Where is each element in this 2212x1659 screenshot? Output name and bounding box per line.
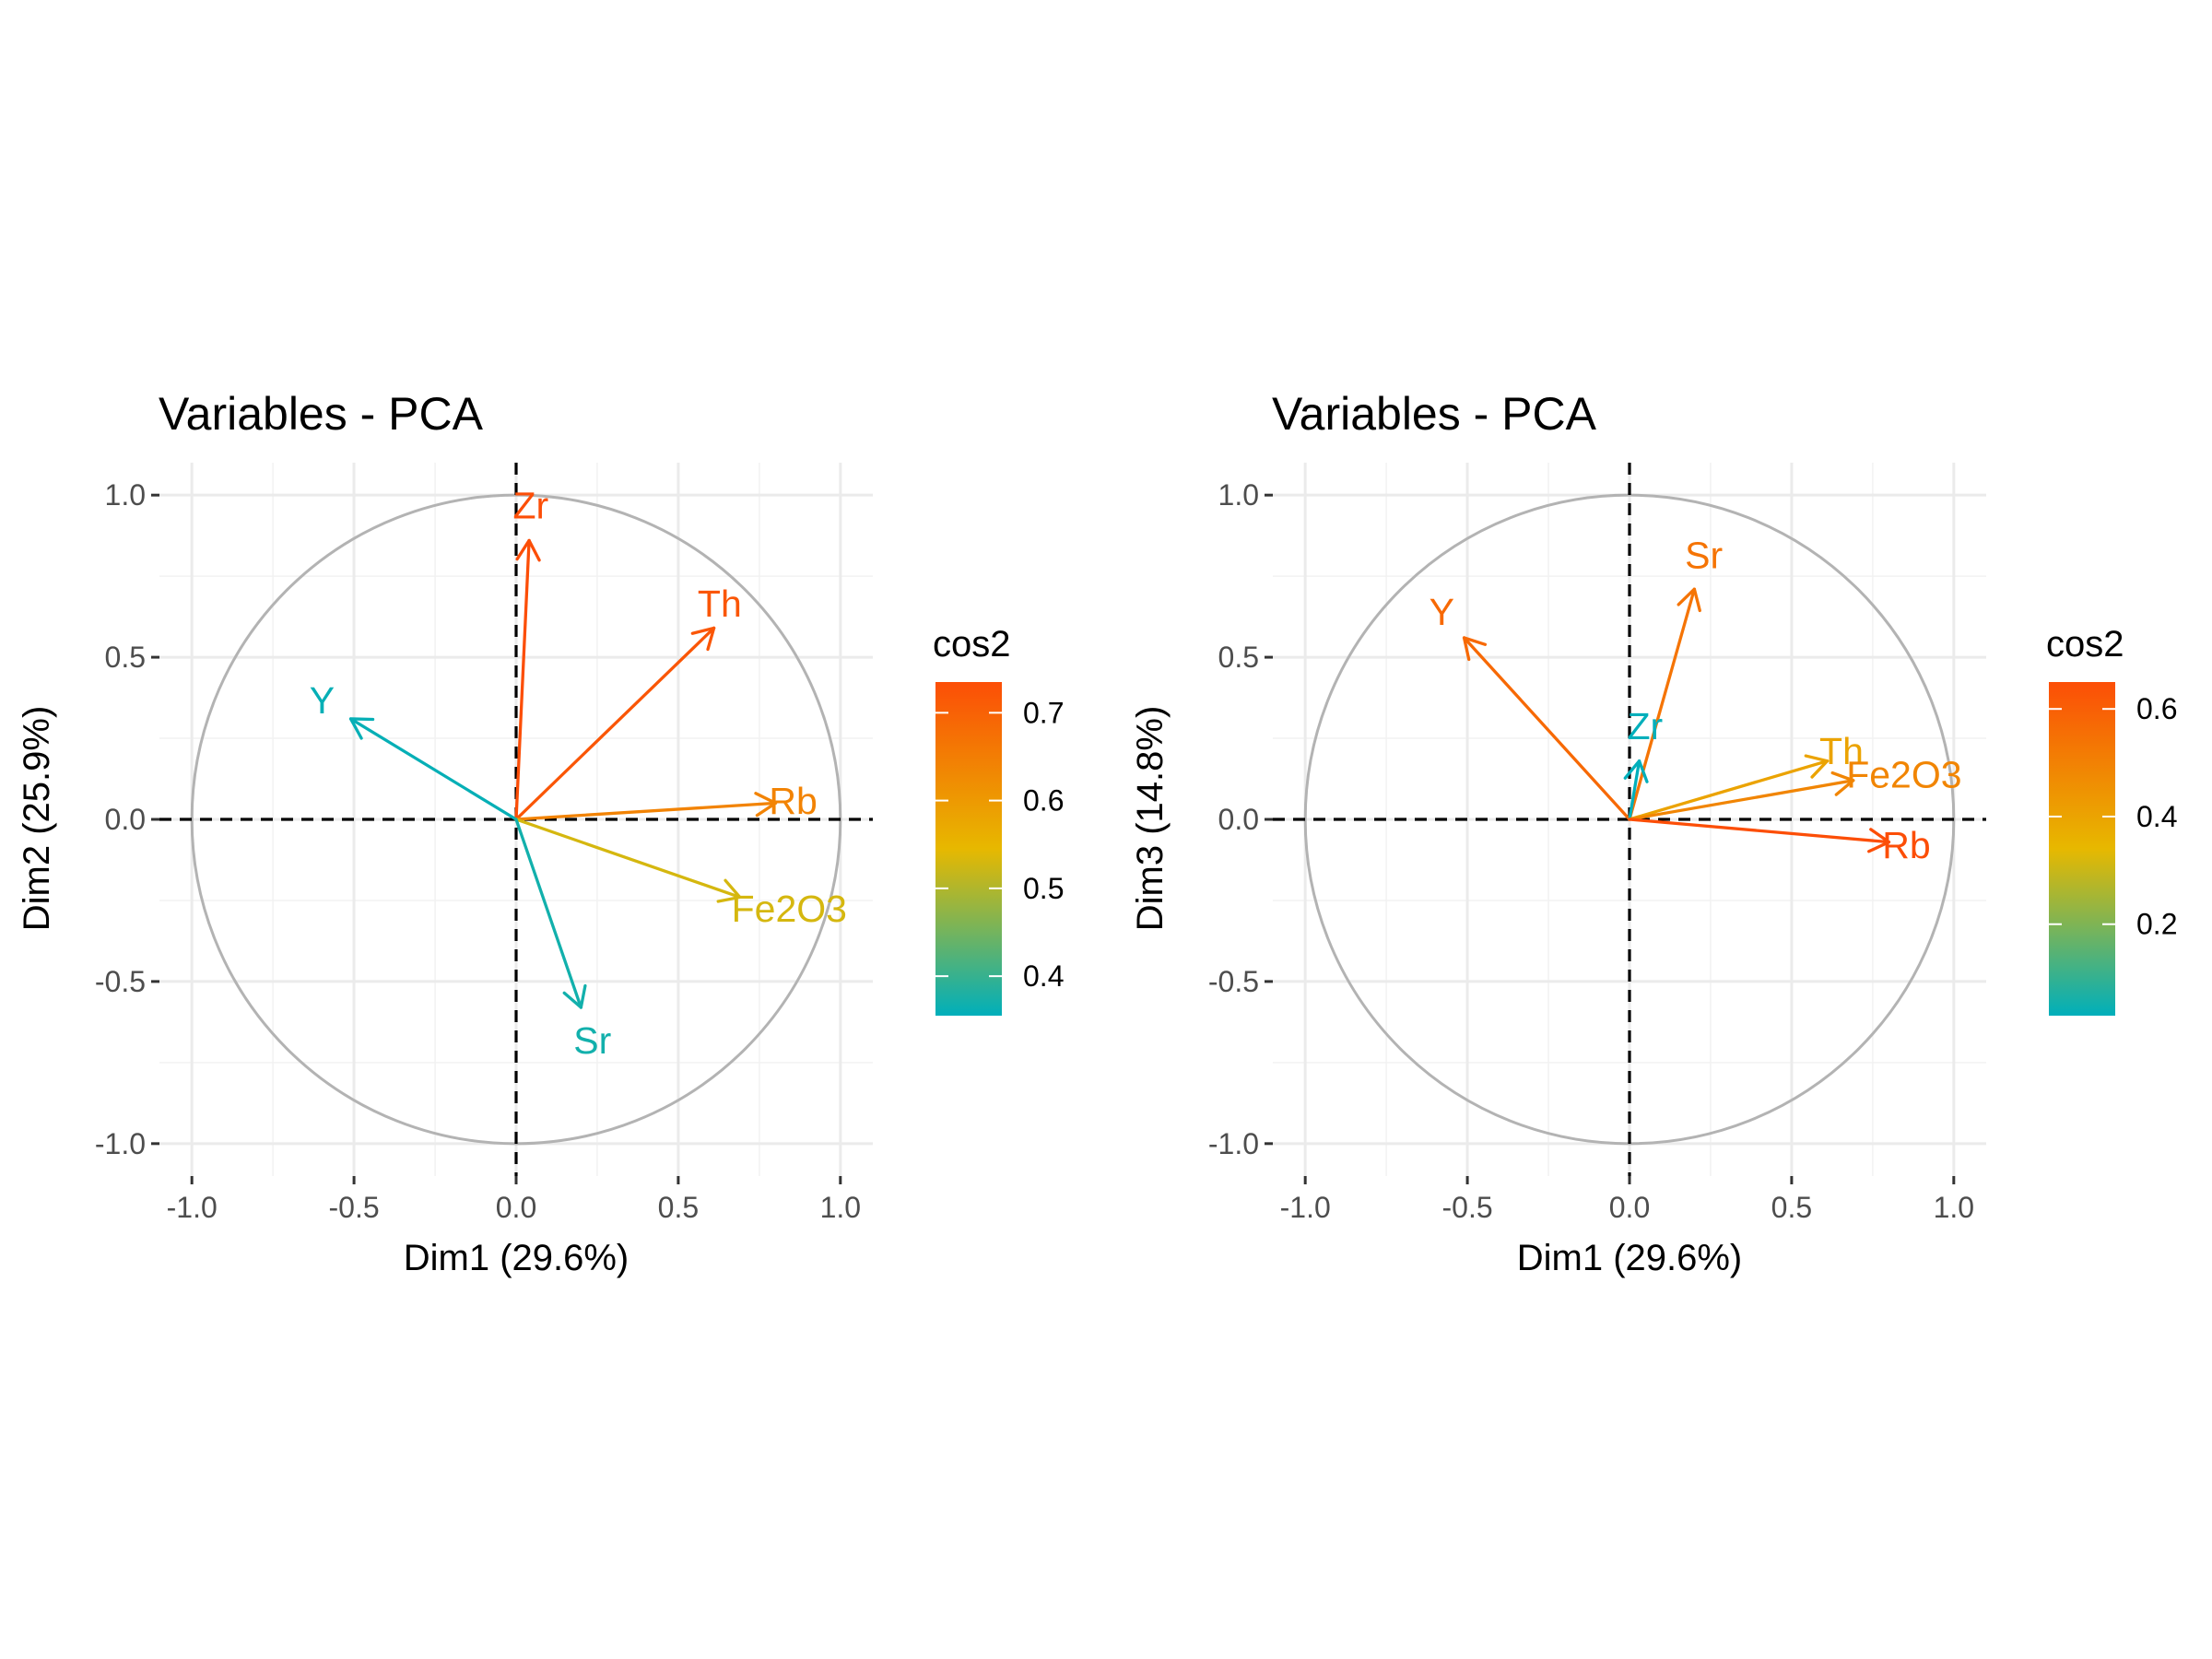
arrow-head: [562, 983, 587, 1009]
arrow-shaft: [1628, 759, 1641, 821]
y-tick-label: 1.0: [105, 478, 146, 512]
variable-label: Y: [310, 679, 335, 722]
y-tick-label: 0.0: [105, 803, 146, 836]
pca-panel-dim1-dim2: Variables - PCA Dim1 (29.6%) Dim2 (25.9%…: [17, 388, 1064, 1278]
variable-label: Zr: [1627, 705, 1663, 747]
chart-title: Variables - PCA: [1272, 388, 1597, 440]
arrow-shaft: [514, 626, 716, 821]
variable-arrow-y: Y: [1430, 591, 1631, 821]
cos2-legend: 0.4 0.5 0.6 0.7: [935, 682, 1064, 1016]
variable-arrow-fe2o3: Fe2O3: [514, 818, 847, 930]
y-axis-title: Dim3 (14.8%): [1130, 706, 1171, 932]
x-tick-label: -0.5: [329, 1191, 380, 1224]
colorbar-tick-label: 0.5: [1023, 872, 1064, 905]
arrow-shaft: [1628, 759, 1830, 821]
x-tick-label: 0.5: [1771, 1191, 1812, 1224]
arrow-shaft: [348, 717, 518, 821]
arrow-head: [716, 878, 742, 903]
arrow-head: [1830, 771, 1855, 796]
colorbar-tick-label: 0.6: [2136, 692, 2177, 725]
x-axis-title: Dim1 (29.6%): [1517, 1238, 1743, 1278]
variable-label: Sr: [1685, 535, 1723, 577]
variable-label: Sr: [573, 1019, 611, 1062]
x-tick-label: -0.5: [1442, 1191, 1493, 1224]
variable-arrow-th: Th: [1628, 730, 1864, 821]
variable-arrow-rb: Rb: [1628, 818, 1931, 866]
cos2-legend: 0.2 0.4 0.6: [2049, 682, 2177, 1016]
variable-arrow-y: Y: [310, 679, 518, 821]
x-tick-label: 0.5: [658, 1191, 699, 1224]
x-axis-title: Dim1 (29.6%): [404, 1238, 629, 1278]
arrow-head: [348, 717, 375, 740]
x-tick-label: 1.0: [820, 1191, 861, 1224]
colorbar-tick-label: 0.7: [1023, 696, 1064, 729]
y-tick-label: -0.5: [1208, 965, 1259, 998]
variable-arrow-th: Th: [514, 582, 742, 821]
axes: -1.0 -0.5 0.0 0.5 1.0 -1.0 -0.5 0.0 0.5 1.0: [95, 478, 861, 1224]
y-tick-label: 0.0: [1218, 803, 1259, 836]
variable-label: Rb: [1882, 824, 1930, 866]
arrow-shaft: [514, 801, 778, 821]
y-axis-title: Dim2 (25.9%): [17, 706, 57, 932]
cos2-colorbar: [2049, 682, 2115, 1016]
variable-arrow-zr: Zr: [1623, 705, 1663, 821]
variable-label: Th: [1819, 730, 1864, 772]
arrow-shaft: [514, 818, 742, 900]
y-tick-label: 0.5: [1218, 641, 1259, 674]
arrow-head: [1623, 759, 1649, 783]
axes: -1.0 -0.5 0.0 0.5 1.0 -1.0 -0.5 0.0 0.5 1.0: [1208, 478, 1974, 1224]
arrow-head: [754, 792, 778, 818]
arrow-shaft: [514, 538, 531, 821]
chart-title: Variables - PCA: [159, 388, 484, 440]
y-tick-label: -1.0: [1208, 1127, 1259, 1160]
arrow-head: [1867, 828, 1891, 853]
variable-arrow-fe2o3: Fe2O3: [1628, 753, 1962, 821]
x-tick-label: -1.0: [1280, 1191, 1331, 1224]
arrow-head: [690, 626, 716, 652]
arrow-head: [1804, 754, 1830, 779]
colorbar-tick-label: 0.6: [1023, 784, 1064, 818]
variable-label: Fe2O3: [1846, 753, 1961, 795]
arrow-head: [1462, 636, 1488, 662]
x-tick-label: -1.0: [167, 1191, 218, 1224]
x-tick-label: 1.0: [1934, 1191, 1974, 1224]
variable-arrow-sr: Sr: [514, 818, 611, 1062]
legend-title: cos2: [933, 624, 1011, 665]
y-tick-label: 0.5: [105, 641, 146, 674]
arrow-head: [1677, 587, 1701, 613]
y-tick-label: -0.5: [95, 965, 146, 998]
arrow-shaft: [1462, 636, 1631, 821]
variable-label: Fe2O3: [732, 888, 847, 930]
variable-label: Rb: [769, 780, 817, 822]
arrow-shaft: [1628, 779, 1855, 821]
arrow-head: [515, 538, 541, 562]
x-tick-label: 0.0: [496, 1191, 536, 1224]
colorbar-tick-label: 0.4: [2136, 800, 2177, 833]
colorbar-tick-label: 0.2: [2136, 908, 2177, 941]
y-tick-label: -1.0: [95, 1127, 146, 1160]
cos2-colorbar: [935, 682, 1002, 1016]
variable-arrow-rb: Rb: [514, 780, 818, 822]
variable-arrow-sr: Sr: [1628, 535, 1723, 821]
variable-arrow-zr: Zr: [512, 484, 548, 821]
colorbar-tick-label: 0.4: [1023, 959, 1064, 993]
legend-title: cos2: [2046, 624, 2124, 665]
pca-panel-dim1-dim3: Variables - PCA Dim1 (29.6%) Dim3 (14.8%…: [1130, 388, 2177, 1278]
x-tick-label: 0.0: [1609, 1191, 1650, 1224]
variable-label: Zr: [512, 484, 548, 526]
arrow-shaft: [1628, 587, 1697, 821]
variable-label: Y: [1430, 591, 1454, 633]
variable-label: Th: [698, 582, 742, 625]
y-tick-label: 1.0: [1218, 478, 1259, 512]
arrow-shaft: [1628, 818, 1891, 844]
arrow-shaft: [514, 818, 583, 1009]
variable-arrows: Zr Th Y Rb Fe2O3 Sr: [310, 484, 847, 1062]
